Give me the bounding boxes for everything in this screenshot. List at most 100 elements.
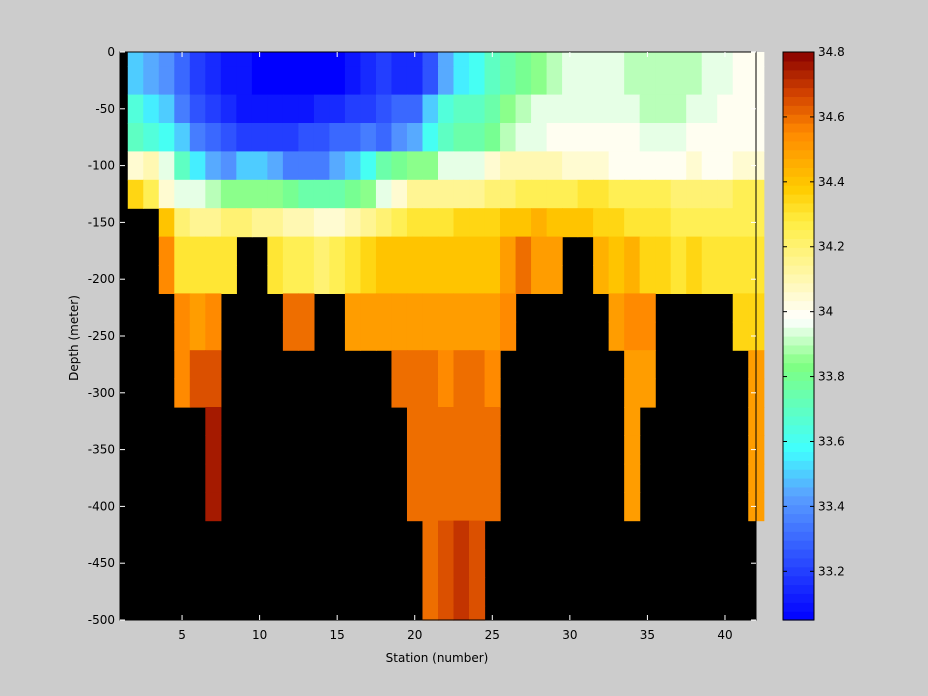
heatmap-cell [453,549,470,578]
heatmap-cell [158,94,175,124]
heatmap-cell [422,577,439,607]
y-tick-label: -400 [88,499,115,513]
heatmap-cell [375,94,393,124]
colorbar-segment [783,336,814,346]
heatmap-cell [484,179,501,209]
heatmap-cell [732,265,749,294]
heatmap-cell [484,293,501,323]
heatmap-cell [329,208,346,238]
heatmap-cell [453,577,470,607]
heatmap-cell [717,265,734,294]
heatmap-cell [205,435,222,465]
heatmap-cell [205,94,222,124]
heatmap-cell [438,66,455,96]
heatmap-cell [624,463,641,493]
heatmap-cell [375,293,393,323]
colorbar-segment [783,202,814,213]
heatmap-cell [655,151,672,181]
heatmap-cell [686,236,703,266]
heatmap-cell [344,208,362,238]
heatmap-cell [546,123,563,152]
colorbar-frame [782,51,815,621]
heatmap-cell [624,350,641,380]
heatmap-cell [422,378,439,408]
heatmap-cell [267,66,284,96]
heatmap-cell [670,208,687,238]
heatmap-cell [732,321,749,351]
heatmap-cell [484,66,501,96]
heatmap-cell [344,236,362,266]
heatmap-cell [484,321,501,351]
colorbar-segment [783,575,814,586]
heatmap-cell [205,407,222,436]
heatmap-cell [406,123,424,152]
colorbar-segment [783,194,814,204]
heatmap-cell [484,208,501,238]
heatmap-cell [732,151,749,181]
heatmap-cell [313,52,331,67]
colorbar-segment [783,247,814,257]
heatmap-cell [608,208,625,238]
y-tick-label: -250 [88,329,115,343]
heatmap-cell [624,492,641,522]
heatmap-cell [717,66,734,96]
heatmap-cell [670,179,687,209]
heatmap-cell [282,66,299,96]
heatmap-cell [531,66,548,96]
heatmap-cell [220,94,237,124]
heatmap-cell [298,52,315,67]
heatmap-cell [608,179,625,209]
heatmap-cell [438,321,455,351]
heatmap-cell [701,94,718,124]
heatmap-cell [500,208,517,238]
heatmap-cell [655,123,672,152]
colorbar-segment [783,513,814,523]
heatmap-cell [701,52,718,67]
x-tick-label: 15 [330,628,345,642]
heatmap-cell [189,66,206,96]
heatmap-cell [406,321,424,351]
heatmap-cell [531,179,548,209]
colorbar-segment [783,229,814,239]
colorbar [782,51,815,621]
heatmap-cell [360,236,377,266]
heatmap-cell [484,236,501,266]
heatmap-cell [205,151,222,181]
heatmap-cell [313,151,331,181]
heatmap-cell [220,236,237,266]
heatmap-cell [313,236,331,266]
heatmap-cell [422,94,439,124]
heatmap-cell [360,321,377,351]
heatmap-cell [282,52,299,67]
heatmap-cell [438,520,455,550]
colorbar-segment [783,424,814,435]
heatmap-cell [469,605,486,621]
y-tick-label: -100 [88,159,115,173]
colorbar-segment [783,433,814,444]
heatmap-cell [515,66,532,96]
heatmap-cell [562,52,579,67]
heatmap-cell [670,123,687,152]
heatmap-cell [639,52,656,67]
heatmap-cell [267,151,284,181]
heatmap-cell [438,549,455,578]
heatmap-cell [391,350,408,380]
heatmap-cell [174,123,191,152]
heatmap-cell [624,321,641,351]
heatmap-cell [593,52,610,67]
heatmap-cell [686,151,703,181]
heatmap-cell [438,265,455,294]
heatmap-cell [484,52,501,67]
heatmap-cell [298,94,315,124]
heatmap-cell [438,350,455,380]
heatmap-cell [406,265,424,294]
heatmap-cell [158,123,175,152]
heatmap-cell [329,66,346,96]
heatmap-cell [298,293,315,323]
heatmap-cell [375,179,393,209]
heatmap-cell [143,179,160,209]
heatmap-cell [189,378,206,408]
heatmap-cell [469,94,486,124]
heatmap-cell [515,123,532,152]
heatmap-cell [500,94,517,124]
